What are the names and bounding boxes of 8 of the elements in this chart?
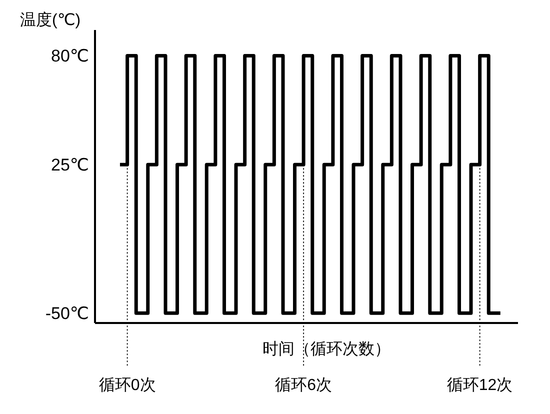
x-axis-title: 时间（循环次数） [262,340,390,358]
y-tick-label: 80℃ [50,46,89,66]
ref-line-label: 循环12次 [446,377,513,394]
ref-line-label: 循环6次 [275,377,332,394]
y-tick-label: 25℃ [50,156,89,175]
y-axis-title: 温度(℃) [20,11,81,29]
ref-line-label: 循环0次 [98,377,156,394]
y-tick-label: -50℃ [45,304,89,324]
